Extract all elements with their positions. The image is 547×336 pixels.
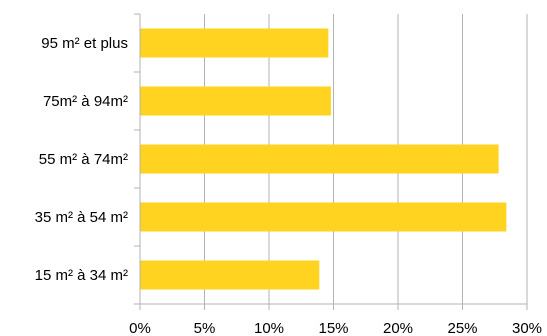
x-tick-label: 25% [447, 320, 477, 336]
category-label: 55 m² à 74m² [39, 151, 128, 168]
x-tick-label: 5% [194, 320, 216, 336]
category-label: 35 m² à 54 m² [35, 209, 128, 226]
category-label: 75m² à 94m² [43, 93, 128, 110]
x-tick-label: 0% [129, 320, 151, 336]
bar [140, 202, 507, 232]
x-tick-label: 30% [512, 320, 542, 336]
x-tick-label: 20% [383, 320, 413, 336]
x-tick-label: 15% [318, 320, 348, 336]
x-tick-label: 10% [254, 320, 284, 336]
category-labels: 95 m² et plus 75m² à 94m² 55 m² à 74m² 35 m… [35, 35, 128, 284]
x-tick-labels: 0% 5% 10% 15% 20% 25% 30% [129, 320, 542, 336]
bars [140, 28, 507, 290]
axes [134, 13, 528, 310]
category-label: 15 m² à 34 m² [35, 267, 128, 284]
bar [140, 144, 499, 174]
bar [140, 260, 320, 290]
bar [140, 86, 331, 116]
category-label: 95 m² et plus [41, 35, 128, 52]
bar [140, 28, 329, 58]
